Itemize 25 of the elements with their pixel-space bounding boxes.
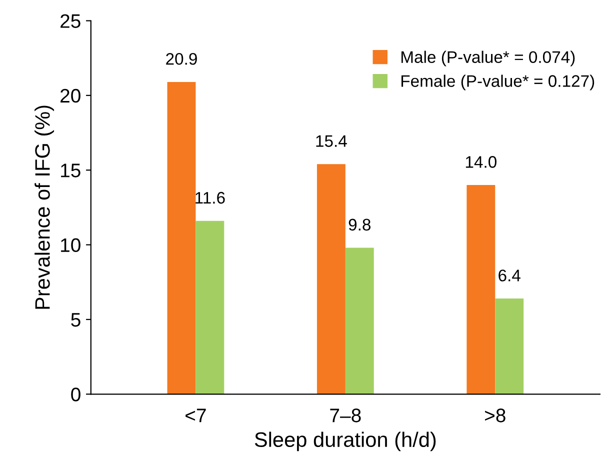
bar: [345, 248, 374, 394]
legend-label: Female (P-value* = 0.127): [401, 74, 594, 90]
data-label: 11.6: [196, 192, 225, 204]
bar: [167, 82, 196, 394]
x-tick-label: 7–8: [330, 408, 361, 422]
y-tick-label: 5: [71, 313, 80, 327]
y-axis-title: Prevalence of IFG (%): [34, 106, 54, 309]
data-label: 6.4: [498, 270, 520, 282]
y-tick-label: 0: [71, 388, 80, 402]
y-tick-label: 20: [60, 88, 80, 103]
x-tick-label: <7: [186, 408, 206, 422]
data-label: 9.8: [348, 218, 371, 231]
bar: [495, 298, 524, 394]
y-tick-label: 15: [61, 164, 80, 178]
data-label: 20.9: [166, 53, 197, 65]
data-label: 14.0: [466, 156, 496, 168]
x-axis-title: Sleep duration (h/d): [254, 432, 436, 452]
bar: [466, 185, 496, 394]
bar: [196, 220, 224, 394]
x-tick-label: >8: [485, 408, 506, 422]
y-tick-label: 10: [61, 238, 80, 252]
y-tick-label: 25: [60, 14, 80, 28]
data-label: 15.4: [316, 135, 347, 147]
legend-label: Male (P-value* = 0.074): [401, 50, 575, 66]
bar: [316, 164, 346, 394]
